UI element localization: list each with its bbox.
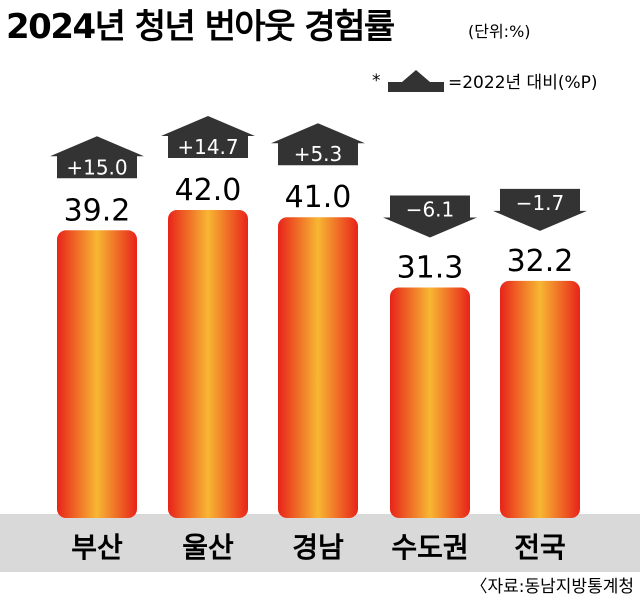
- category-label: 수도권: [391, 531, 468, 564]
- up-arrow-icon: [161, 116, 255, 158]
- legend: * =2022년 대비(%P): [372, 70, 598, 93]
- bar: [278, 217, 358, 518]
- category-label: 울산: [182, 531, 234, 564]
- bar: [390, 287, 470, 518]
- value-label: 39.2: [64, 193, 131, 228]
- change-label: −6.1: [406, 197, 455, 221]
- category-label: 전국: [514, 531, 566, 564]
- category-label: 부산: [71, 531, 123, 564]
- chart-title: 2024년 청년 번아웃 경험률: [6, 7, 395, 47]
- down-arrow-icon: [493, 188, 587, 231]
- value-label: 31.3: [397, 250, 464, 285]
- down-arrow-icon: [383, 195, 477, 238]
- bars-group: 39.2 +15.0 부산 42.0 +14.7 울산 41.0 +5.3 경남 31.3 −6.1…: [50, 116, 587, 564]
- unit-label: (단위:%): [468, 22, 531, 41]
- up-arrow-icon: [50, 136, 144, 179]
- legend-text: =2022년 대비(%P): [448, 73, 598, 93]
- category-axis-band: [0, 514, 640, 572]
- source-label: 〈자료:동남지방통계청: [471, 577, 635, 597]
- bar: [57, 230, 137, 518]
- category-label: 경남: [292, 531, 344, 564]
- value-label: 32.2: [507, 244, 574, 279]
- bar: [500, 280, 580, 518]
- change-label: +15.0: [66, 155, 127, 179]
- value-label: 42.0: [175, 173, 242, 208]
- change-label: +5.3: [294, 142, 343, 166]
- bar: [168, 210, 248, 518]
- up-arrow-icon: [271, 123, 365, 166]
- change-label: +14.7: [177, 135, 238, 159]
- change-label: −1.7: [516, 191, 565, 215]
- legend-marker: *: [372, 71, 381, 91]
- value-label: 41.0: [285, 180, 352, 215]
- legend-arrow-icon: [388, 70, 444, 92]
